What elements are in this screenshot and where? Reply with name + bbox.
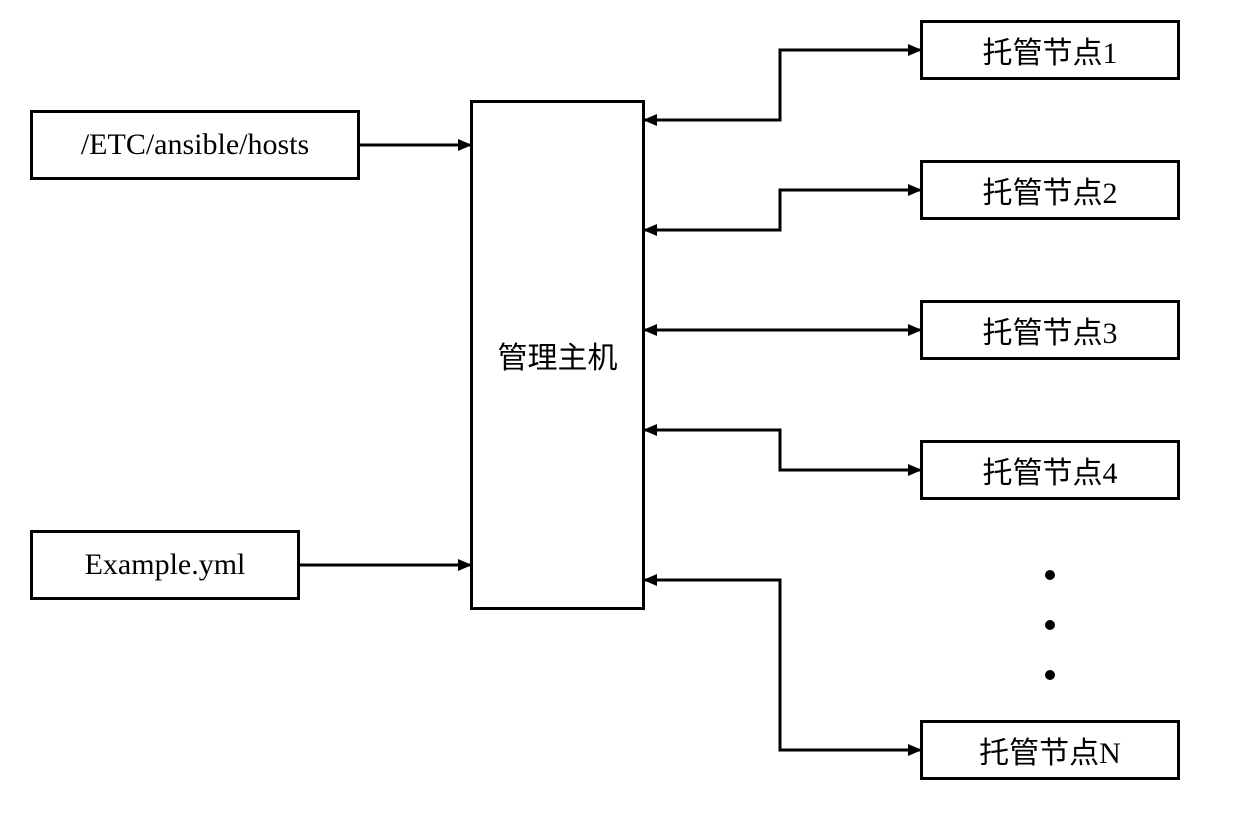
node2-label: 托管节点2 [983, 168, 1118, 212]
node4-box: 托管节点4 [920, 440, 1180, 500]
example-yml-box: Example.yml [30, 530, 300, 600]
nodeN-label: 托管节点N [979, 728, 1121, 772]
hosts-file-box: /ETC/ansible/hosts [30, 110, 360, 180]
node4-label: 托管节点4 [983, 448, 1118, 492]
node1-box: 托管节点1 [920, 20, 1180, 80]
hosts-file-label: /ETC/ansible/hosts [81, 128, 309, 162]
nodeN-box: 托管节点N [920, 720, 1180, 780]
node1-label: 托管节点1 [983, 28, 1118, 72]
edge-manager-node4 [645, 430, 920, 470]
edge-manager-node2 [645, 190, 920, 230]
node3-label: 托管节点3 [983, 308, 1118, 352]
manager-box: 管理主机 [470, 100, 645, 610]
edge-manager-node1 [645, 50, 920, 120]
ellipsis-dot [1045, 570, 1055, 580]
ellipsis-dot [1045, 620, 1055, 630]
node2-box: 托管节点2 [920, 160, 1180, 220]
edge-manager-nodeN [645, 580, 920, 750]
ellipsis-dot [1045, 670, 1055, 680]
node3-box: 托管节点3 [920, 300, 1180, 360]
example-yml-label: Example.yml [85, 548, 246, 582]
manager-label: 管理主机 [498, 333, 618, 377]
